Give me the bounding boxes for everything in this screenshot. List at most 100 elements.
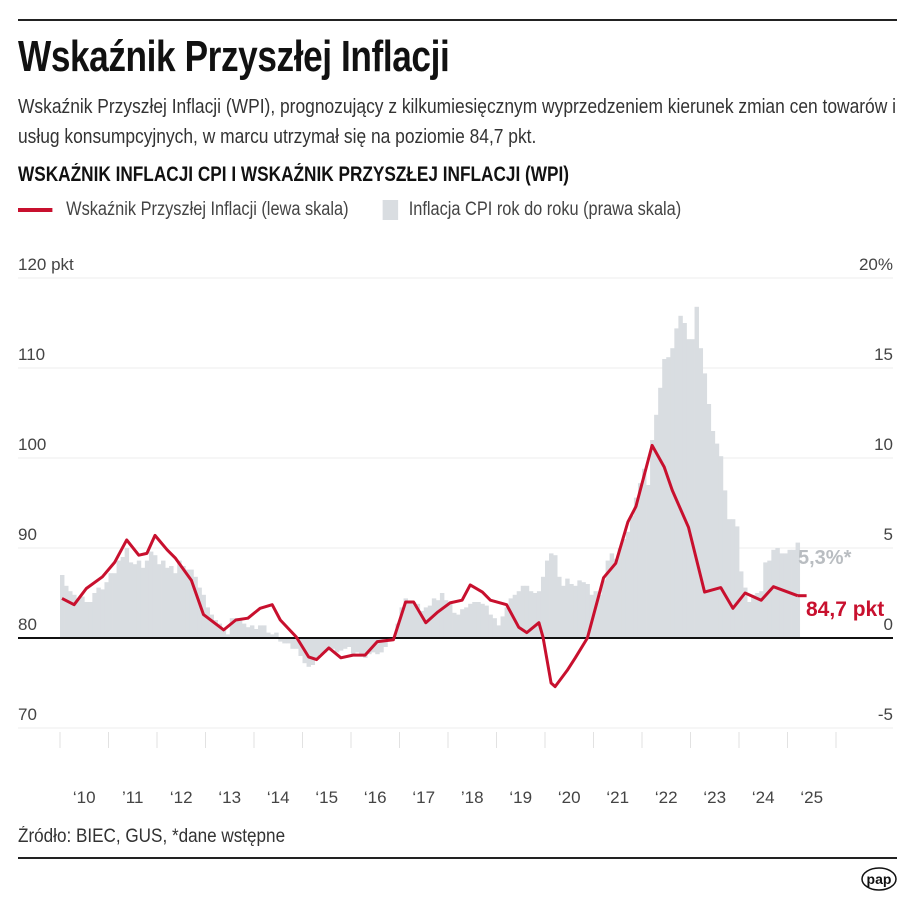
cpi-bar [96, 587, 101, 638]
cpi-bar [561, 585, 566, 638]
cpi-bar [666, 357, 671, 638]
cpi-bar [492, 618, 497, 638]
cpi-bar [282, 638, 287, 644]
right-tick-label: 20% [859, 255, 893, 274]
cpi-bar [128, 562, 134, 638]
cpi-bar [124, 548, 130, 638]
cpi-bar [565, 578, 570, 638]
cpi-bar [528, 591, 534, 638]
cpi-bar [597, 594, 602, 638]
x-tick-label: ‘20 [558, 788, 581, 807]
cpi-bar [593, 591, 598, 638]
cpi-bar [601, 580, 607, 638]
source-note: Źródło: BIEC, GUS, *dane wstępne [18, 826, 286, 847]
left-tick-label: 100 [18, 435, 46, 454]
cpi-bar [682, 323, 687, 638]
cpi-bar [76, 598, 81, 638]
cpi-bar [314, 638, 320, 658]
cpi-bar [532, 593, 538, 638]
cpi-bar [549, 553, 554, 638]
cpi-bar [730, 519, 736, 638]
cpi-bar [136, 560, 142, 638]
cpi-bar [658, 387, 663, 638]
x-tick-label: ‘12 [170, 788, 193, 807]
cpi-bar [520, 585, 526, 638]
cpi-bar [237, 620, 243, 638]
cpi-bar [169, 566, 174, 638]
cpi-bar [254, 629, 259, 638]
cpi-bar [108, 573, 113, 638]
cpi-bar [569, 584, 574, 638]
cpi-bar [722, 490, 728, 638]
left-tick-label: 90 [18, 525, 37, 544]
cpi-bar [585, 584, 590, 638]
x-tick-label: ‘21 [606, 788, 629, 807]
cpi-bar [185, 569, 190, 638]
cpi-bar [209, 614, 214, 638]
x-tick-label: ‘23 [703, 788, 726, 807]
pap-logo: pap [861, 867, 897, 891]
cpi-bar [460, 609, 465, 638]
cpi-bar [383, 638, 388, 647]
cpi-bar [342, 638, 348, 649]
cpi-bar [734, 526, 740, 638]
right-tick-label: 0 [884, 615, 893, 634]
cpi-bar [322, 638, 328, 653]
cpi-bar [755, 593, 760, 638]
cpi-bar [157, 564, 162, 638]
cpi-bar [480, 603, 485, 638]
cpi-bar [629, 515, 635, 638]
cpi-bar [771, 549, 776, 638]
cpi-bar [286, 638, 291, 644]
cpi-bar [431, 598, 437, 638]
cpi-bar [318, 638, 324, 655]
cpi-bar [516, 591, 522, 638]
cpi-bar [310, 638, 316, 665]
cpi-bar [403, 598, 408, 638]
cpi-bar [763, 562, 768, 638]
cpi-bar [435, 600, 441, 638]
cpi-bar [488, 614, 493, 638]
cpi-bar [714, 443, 720, 638]
cpi-bar [351, 638, 356, 655]
cpi-bar [262, 625, 267, 638]
cpi-bar [702, 373, 708, 638]
x-axis: ‘10 ’11 ‘12 ‘13 ‘14 ‘15 ‘16 ‘17 ’18 ‘19 ‘20 ‘21 ‘22 ‘… [59, 732, 837, 807]
legend-swatch-cpi [382, 200, 399, 220]
cpi-bar [508, 598, 514, 638]
cpi-bar [258, 625, 263, 638]
left-tick-label: 120 pkt [18, 255, 74, 274]
cpi-bar [367, 638, 372, 655]
x-tick-label: ‘10 [73, 788, 96, 807]
cpi-bar [496, 625, 501, 638]
left-tick-label: 110 [18, 345, 45, 364]
x-tick-label: ‘25 [800, 788, 823, 807]
cpi-bar [637, 483, 643, 638]
right-tick-label: 15 [874, 345, 893, 364]
cpi-bar [662, 359, 667, 638]
cpi-bar [609, 553, 615, 638]
cpi-bar [88, 602, 93, 638]
cpi-bar [464, 607, 469, 638]
cpi-bar [217, 623, 223, 638]
cpi-bar [294, 638, 299, 649]
left-tick-label: 80 [18, 615, 37, 634]
cpi-bar [116, 560, 122, 638]
cpi-bar [642, 468, 647, 638]
cpi-bar [84, 602, 89, 638]
right-tick-label: 5 [884, 525, 893, 544]
cpi-bar [148, 551, 154, 638]
cpi-bar [334, 638, 340, 653]
cpi-bar [718, 456, 724, 638]
cpi-bar [193, 576, 198, 638]
cpi-bar [686, 339, 691, 638]
cpi-bar [698, 348, 704, 638]
cpi-bar [553, 555, 558, 638]
cpi-bar [415, 603, 421, 638]
x-tick-label: ‘22 [655, 788, 678, 807]
cpi-bar [60, 575, 65, 638]
cpi-bar [189, 569, 194, 638]
cpi-bar [678, 315, 683, 638]
wpi-line [61, 443, 799, 689]
